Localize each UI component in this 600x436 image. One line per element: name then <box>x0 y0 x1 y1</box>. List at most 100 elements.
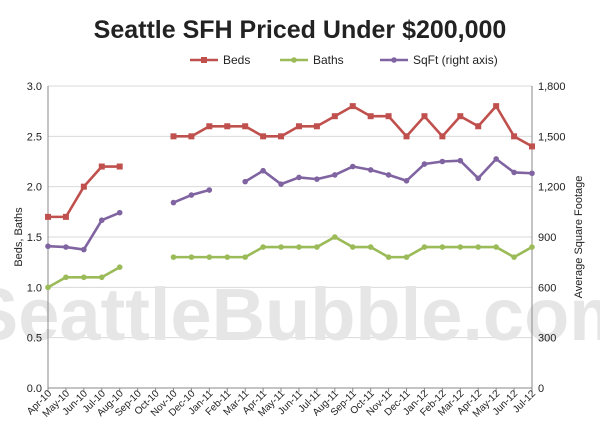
data-point <box>98 274 105 281</box>
data-point <box>62 213 69 220</box>
y2-tick-label: 1,500 <box>538 131 566 143</box>
data-point <box>331 113 338 120</box>
series-group <box>45 103 535 291</box>
legend-marker <box>291 57 297 63</box>
right-axis-ticks: 0 300 600 900 1,200 1,500 1,800 <box>538 81 566 395</box>
data-point <box>260 133 267 140</box>
data-point <box>367 167 374 173</box>
axes <box>47 86 533 392</box>
data-point <box>224 254 231 260</box>
data-point <box>421 161 428 167</box>
data-point <box>45 243 51 250</box>
data-point <box>45 213 51 220</box>
data-point <box>224 123 231 130</box>
y-tick-label: 0.0 <box>27 383 42 395</box>
watermark: SeattleBubble.com <box>0 273 600 356</box>
data-point <box>349 244 356 250</box>
data-point <box>260 167 266 174</box>
x-axis-ticks: Apr-10May-10Jun-10Jul-10Aug-10Sep-10Oct-… <box>25 388 538 420</box>
data-point <box>116 264 123 271</box>
y-tick-label: 2.0 <box>27 182 42 194</box>
data-point <box>278 133 285 140</box>
legend-label: Baths <box>313 53 344 67</box>
data-point <box>242 178 248 185</box>
data-point <box>457 244 464 250</box>
data-point <box>188 192 195 198</box>
y2-tick-label: 900 <box>538 232 556 244</box>
data-point <box>242 254 248 260</box>
data-point <box>385 113 392 120</box>
data-point <box>367 244 374 250</box>
data-point <box>403 254 410 260</box>
legend: Beds Baths SqFt (right axis) <box>190 53 498 67</box>
data-point <box>493 103 500 110</box>
data-point <box>295 123 302 130</box>
data-point <box>206 123 213 130</box>
legend-label: Beds <box>223 53 250 67</box>
data-point <box>385 172 392 178</box>
data-point <box>349 103 356 110</box>
data-point <box>511 169 517 176</box>
legend-marker <box>201 57 207 63</box>
data-point <box>439 244 446 250</box>
data-point <box>206 254 213 260</box>
data-point <box>421 244 428 250</box>
data-point <box>493 156 499 162</box>
data-point <box>170 254 177 260</box>
data-point <box>403 133 410 140</box>
data-point <box>45 284 51 291</box>
data-point <box>457 157 464 164</box>
data-point <box>242 123 249 130</box>
y2-tick-label: 600 <box>538 282 556 294</box>
y-tick-label: 0.5 <box>27 333 42 345</box>
data-point <box>475 123 482 130</box>
y-tick-label: 1.0 <box>27 282 42 294</box>
y2-tick-label: 0 <box>538 383 544 395</box>
data-point <box>116 163 123 170</box>
data-point <box>278 181 284 187</box>
left-axis-ticks: 0.0 0.5 1.0 1.5 2.0 2.5 3.0 <box>27 81 42 395</box>
data-point <box>511 254 517 260</box>
data-point <box>367 113 374 120</box>
data-point <box>475 175 482 182</box>
data-point <box>296 174 302 181</box>
data-point <box>81 246 87 253</box>
y2-tick-label: 1,200 <box>538 182 566 194</box>
data-point <box>332 234 338 240</box>
data-point <box>457 113 464 120</box>
data-point <box>529 170 535 177</box>
y2-tick-label: 1,800 <box>538 81 566 93</box>
data-point <box>349 163 356 170</box>
data-point <box>63 244 69 250</box>
y2-tick-label: 300 <box>538 333 556 345</box>
data-point <box>80 183 87 190</box>
data-point <box>116 209 123 216</box>
left-axis-title: Beds, Baths <box>13 207 25 267</box>
right-axis-title: Average Square Footage <box>573 176 585 299</box>
data-point <box>439 158 446 165</box>
series-line-2 <box>244 157 533 186</box>
legend-marker <box>391 57 397 63</box>
y-tick-label: 2.5 <box>27 131 42 143</box>
y-tick-label: 1.5 <box>27 232 42 244</box>
data-point <box>98 217 105 224</box>
y-tick-label: 3.0 <box>27 81 42 93</box>
data-point <box>314 176 320 182</box>
data-point <box>529 244 535 250</box>
series-line-2 <box>47 211 121 251</box>
legend-label: SqFt (right axis) <box>413 53 498 67</box>
data-point <box>421 113 428 120</box>
data-point <box>188 254 195 260</box>
data-point <box>278 244 284 250</box>
data-point <box>63 274 69 281</box>
data-point <box>206 187 213 193</box>
data-point <box>314 244 320 250</box>
data-point <box>529 143 535 150</box>
data-point <box>403 177 410 184</box>
data-point <box>98 163 105 170</box>
data-point <box>511 133 518 140</box>
data-point <box>81 274 87 281</box>
data-point <box>170 133 177 140</box>
data-point <box>493 244 499 250</box>
